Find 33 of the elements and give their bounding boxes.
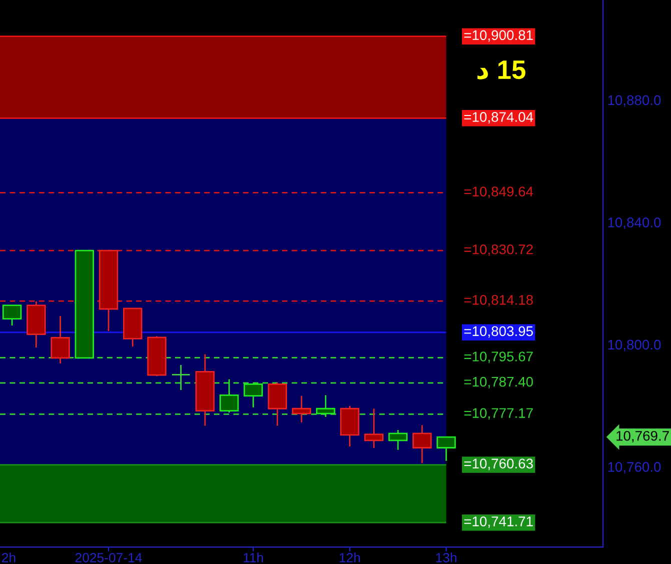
x-tick-label: 12h [340,552,360,562]
text: د 15 [478,60,526,80]
ref-line-label: =10,741.71 [464,516,533,528]
ref-line-label: =10,803.95 [464,326,533,338]
candlestick [364,408,384,449]
y-tick-label: 10,840.0 [608,218,661,230]
y-tick-label: 10,760.0 [608,462,661,474]
candlestick [388,429,408,451]
ref-line-label: =10,900.81 [464,30,533,42]
x-tick-label: 13h [436,552,456,562]
candlestick [50,315,70,364]
text: 2h [2,552,16,562]
candlestick [436,436,456,462]
y-tick-label: 10,880.0 [608,95,661,107]
ref-line-label: =10,760.63 [464,458,533,470]
ref-line-label: =10,795.67 [464,352,533,364]
candlestick [220,378,239,414]
ref-line-label: =10,874.04 [464,112,534,124]
ref-line-label: =10,830.72 [464,244,533,256]
x-tick-label: 2025-07-14 [75,552,142,562]
ref-line-label: =10,814.18 [464,295,533,306]
candlestick [171,364,191,391]
candlestick [244,382,263,408]
candlestick [292,395,312,424]
ref-line-label: =10,777.17 [464,408,533,420]
ref-line-label: =10,849.64 [464,186,534,198]
candlestick [2,304,22,326]
candlestick [316,394,336,418]
text: 10,769.7 [616,430,669,442]
y-tick-label: 10,800.0 [608,340,661,352]
ref-line-label: =10,787.40 [464,376,533,388]
candlestick [412,424,432,464]
x-tick-label: 11h [244,552,263,562]
